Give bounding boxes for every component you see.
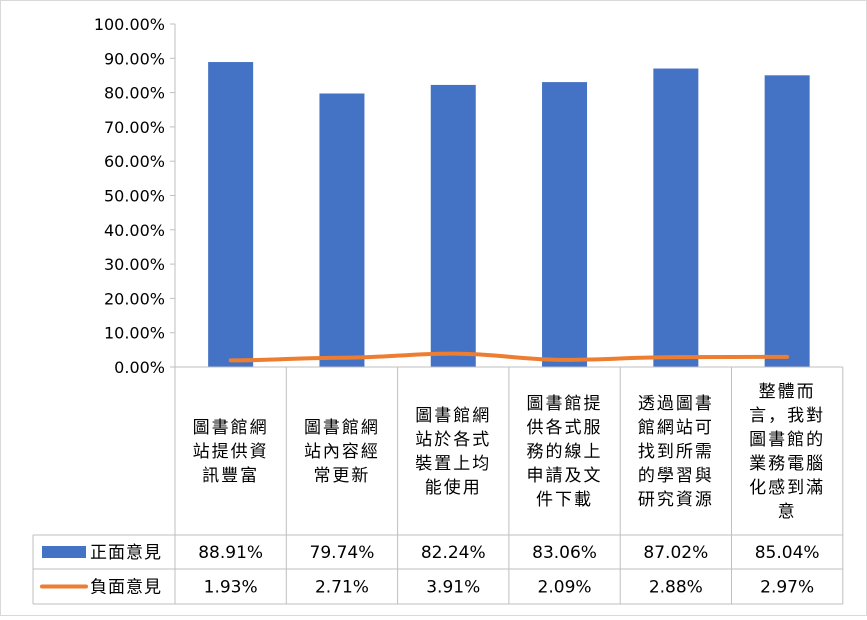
y-tick-label: 100.00% xyxy=(94,15,165,34)
bar xyxy=(653,69,698,367)
x-category-label-line: 館網站可 xyxy=(638,418,714,438)
bar xyxy=(431,85,476,367)
x-category-label-line: 站提供資 xyxy=(193,442,269,462)
y-tick-label: 20.00% xyxy=(104,289,165,308)
data-table-value: 2.88% xyxy=(649,578,703,598)
x-category-label-line: 裝置上均 xyxy=(415,454,491,474)
x-category-label-line: 圖書館網 xyxy=(193,418,269,438)
legend-label: 正面意見 xyxy=(90,543,162,563)
bar xyxy=(208,62,253,367)
x-category-label-line: 整體而 xyxy=(759,382,816,402)
x-category-label-line: 研究資源 xyxy=(638,490,714,510)
x-category-label-line: 化感到滿 xyxy=(749,478,825,498)
data-table-value: 2.09% xyxy=(538,578,592,598)
bar xyxy=(542,82,587,367)
legend-key-bar xyxy=(42,546,86,558)
x-category-label-line: 業務電腦 xyxy=(749,454,825,474)
x-category-label-line: 件下載 xyxy=(536,490,593,510)
x-category-label-line: 意 xyxy=(778,502,797,522)
bar xyxy=(319,93,364,367)
x-category-label: 圖書館提供各式服務的線上申請及文件下載 xyxy=(527,394,603,510)
x-category-label: 透過圖書館網站可找到所需的學習與研究資源 xyxy=(638,394,714,510)
bar xyxy=(765,75,810,367)
x-category-label-line: 申請及文 xyxy=(527,466,603,486)
data-table-value: 83.06% xyxy=(532,543,597,563)
x-category-label-line: 圖書館網 xyxy=(415,406,491,426)
x-category-label: 圖書館網站內容經常更新 xyxy=(304,418,380,486)
x-category-label-line: 務的線上 xyxy=(527,442,603,462)
x-category-label-line: 言，我對 xyxy=(749,406,825,426)
x-category-label-line: 透過圖書 xyxy=(638,394,714,414)
data-table-value: 2.97% xyxy=(760,578,814,598)
x-category-label-line: 常更新 xyxy=(313,466,370,486)
x-category-label-line: 站內容經 xyxy=(304,442,380,462)
x-category-label-line: 圖書館的 xyxy=(749,430,825,450)
y-tick-label: 60.00% xyxy=(104,152,165,171)
x-category-label-line: 站於各式 xyxy=(415,430,491,450)
data-table-value: 87.02% xyxy=(643,543,708,563)
y-tick-label: 40.00% xyxy=(104,221,165,240)
y-tick-label: 10.00% xyxy=(104,324,165,343)
x-category-label-line: 供各式服 xyxy=(527,418,603,438)
x-category-label-line: 能使用 xyxy=(425,477,482,498)
data-table-value: 88.91% xyxy=(198,543,263,563)
y-tick-label: 0.00% xyxy=(114,358,165,377)
x-category-label: 圖書館網站提供資訊豐富 xyxy=(193,418,269,486)
y-tick-label: 70.00% xyxy=(104,118,165,137)
data-table-value: 1.93% xyxy=(204,578,258,598)
x-category-label-line: 找到所需 xyxy=(638,442,714,462)
y-tick-label: 80.00% xyxy=(104,84,165,103)
y-tick-label: 90.00% xyxy=(104,49,165,68)
data-table-value: 3.91% xyxy=(426,578,480,598)
data-table-value: 79.74% xyxy=(310,543,375,563)
x-category-label-line: 圖書館網 xyxy=(304,418,380,438)
x-category-label-line: 的學習與 xyxy=(638,466,714,486)
legend-label: 負面意見 xyxy=(90,578,162,598)
data-table-value: 2.71% xyxy=(315,578,369,598)
y-tick-label: 30.00% xyxy=(104,255,165,274)
y-tick-label: 50.00% xyxy=(104,187,165,206)
x-category-label-line: 圖書館提 xyxy=(527,394,603,414)
x-category-label-line: 訊豐富 xyxy=(202,466,259,486)
data-table-value: 85.04% xyxy=(755,543,820,563)
data-table-value: 82.24% xyxy=(421,543,486,563)
